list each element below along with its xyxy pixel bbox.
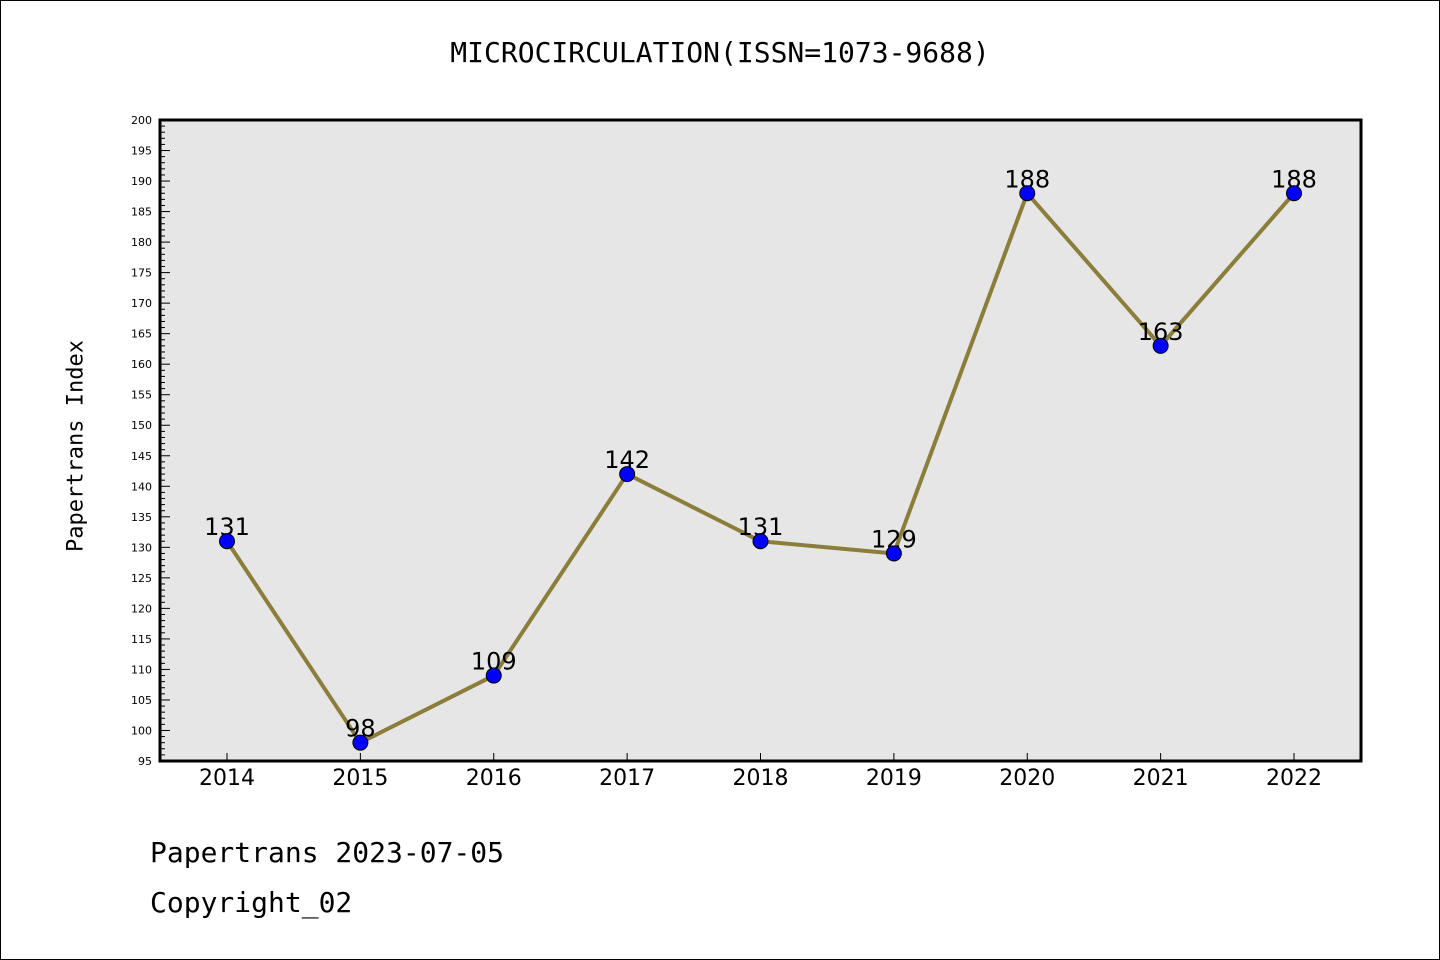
y-tick-label: 130 [131,541,152,554]
data-point [619,466,636,483]
y-tick-label: 150 [131,419,152,432]
y-tick-label: 160 [131,358,152,371]
x-tick-label: 2019 [866,766,922,791]
x-tick-label: 2018 [733,766,789,791]
y-tick-label: 100 [131,724,152,737]
y-tick-label: 200 [131,114,152,127]
data-point [352,734,369,751]
x-tick-label: 2015 [332,766,388,791]
y-tick-label: 105 [131,694,152,707]
data-point [752,533,769,550]
data-point [1286,185,1302,202]
y-tick-label: 180 [131,236,152,249]
y-tick-label: 170 [131,297,152,310]
y-tick-label: 135 [131,511,152,524]
x-tick-label: 2016 [466,766,522,791]
plot-area [158,118,1363,763]
y-tick-label: 155 [131,389,152,402]
x-tick-label: 2020 [999,766,1055,791]
footer-copyright: Copyright_02 [150,886,353,919]
data-point [219,533,235,550]
data-point [885,545,902,562]
y-tick-label: 185 [131,206,152,219]
y-tick-label: 190 [131,175,152,188]
x-tick-label: 2014 [199,766,255,791]
data-point [485,667,502,684]
y-tick-label: 115 [131,633,152,646]
y-tick-label: 140 [131,480,152,493]
data-point [1019,185,1036,202]
y-tick-label: 195 [131,145,152,158]
y-tick-label: 175 [131,267,152,280]
y-tick-label: 110 [131,663,152,676]
x-tick-label: 2022 [1266,766,1322,791]
chart-title: MICROCIRCULATION(ISSN=1073-9688) [450,36,990,69]
footer-date: Papertrans 2023-07-05 [150,836,505,869]
x-tick-label: 2017 [599,766,655,791]
y-tick-label: 120 [131,602,152,615]
y-tick-label: 165 [131,328,152,341]
y-tick-label: 95 [138,755,152,768]
x-tick-label: 2021 [1133,766,1189,791]
y-tick-label: 125 [131,572,152,585]
y-tick-label: 145 [131,450,152,463]
data-point [1152,337,1169,354]
